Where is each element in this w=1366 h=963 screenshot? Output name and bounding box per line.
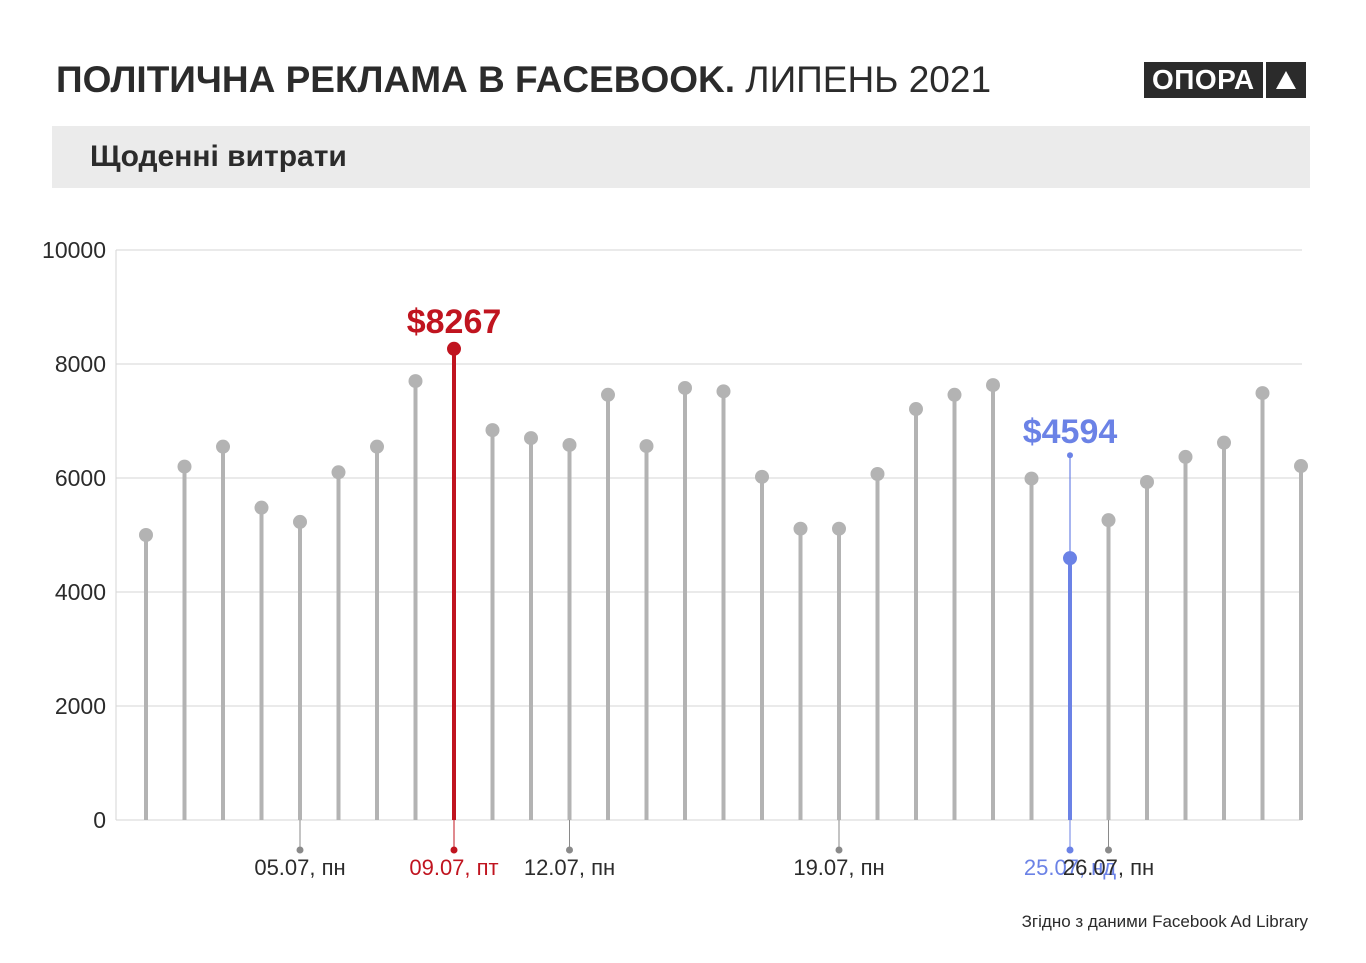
x-tick-label: 26.07, пн xyxy=(1063,855,1154,880)
data-point xyxy=(139,528,153,542)
data-point xyxy=(678,380,692,395)
data-point xyxy=(524,431,538,446)
data-point xyxy=(793,521,808,536)
x-tick-dot xyxy=(296,846,304,854)
x-tick-label: 19.07, пн xyxy=(793,855,884,880)
x-tick-dot xyxy=(1066,846,1074,854)
chart-title: ПОЛІТИЧНА РЕКЛАМА В FACEBOOK. ЛИПЕНЬ 202… xyxy=(56,54,991,106)
data-point xyxy=(177,459,192,474)
data-point xyxy=(370,439,384,454)
source-note: Згідно з даними Facebook Ad Library xyxy=(1021,912,1308,931)
data-point xyxy=(1255,386,1270,401)
data-point xyxy=(1024,471,1039,486)
x-tick-dot xyxy=(1105,846,1112,854)
x-tick-label: 25.07, нд xyxy=(1024,855,1116,880)
data-point xyxy=(331,465,346,480)
data-point xyxy=(216,439,230,454)
data-point xyxy=(1101,513,1116,528)
data-point xyxy=(986,378,1000,393)
triangle-up-icon xyxy=(1265,62,1306,98)
chart-subtitle: Щоденні витрати xyxy=(90,140,347,173)
data-point xyxy=(755,469,769,484)
x-tick-label: 09.07, пт xyxy=(409,855,498,880)
value-label: $8267 xyxy=(407,303,502,341)
x-tick-dot xyxy=(450,846,458,854)
x-tick-label: 12.07, пн xyxy=(524,855,615,880)
data-point xyxy=(293,514,307,529)
data-point xyxy=(1294,459,1308,474)
data-point xyxy=(870,467,885,482)
data-point xyxy=(716,384,731,399)
data-point xyxy=(408,374,423,389)
x-tick-label: 05.07, пн xyxy=(254,855,345,880)
data-point xyxy=(447,341,461,356)
logo-text: ОПОРА xyxy=(1144,62,1263,98)
opora-logo: ОПОРА xyxy=(1144,62,1306,98)
y-tick-label: 6000 xyxy=(55,465,106,491)
title-period: ЛИПЕНЬ 2021 xyxy=(745,59,992,100)
x-tick-dot xyxy=(566,846,573,854)
data-point xyxy=(562,437,577,452)
data-point xyxy=(832,521,846,536)
y-tick-label: 2000 xyxy=(55,693,106,719)
value-label: $4594 xyxy=(1023,413,1118,451)
y-tick-label: 0 xyxy=(93,807,106,833)
data-point xyxy=(639,439,654,454)
data-point xyxy=(1178,449,1193,464)
x-tick-dot xyxy=(835,846,843,854)
y-tick-label: 8000 xyxy=(55,351,106,377)
data-point xyxy=(254,500,269,515)
data-point xyxy=(1140,474,1154,489)
subtitle-bar: Щоденні витрати xyxy=(52,126,1310,188)
y-tick-label: 4000 xyxy=(55,579,106,605)
data-point xyxy=(601,387,615,402)
title-main: ПОЛІТИЧНА РЕКЛАМА В FACEBOOK. xyxy=(56,59,736,100)
leader-dot xyxy=(1067,452,1073,459)
data-point xyxy=(485,423,500,438)
data-point xyxy=(1217,435,1231,450)
data-point xyxy=(909,402,923,417)
data-point xyxy=(947,387,962,402)
y-tick-label: 10000 xyxy=(42,237,106,263)
